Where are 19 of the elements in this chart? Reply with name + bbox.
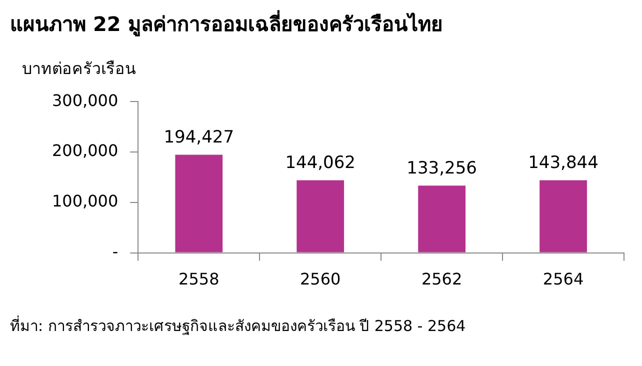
bar xyxy=(540,180,587,252)
y-axis-title: บาทต่อครัวเรือน xyxy=(22,58,136,80)
y-tick-label: 100,000 xyxy=(52,192,118,211)
text: ที่มา: การสำรวจภาวะเศรษฐกิจและสังคมของครัวเรือน ปี 2558 - 2564 xyxy=(10,314,466,337)
data-label: 144,062 xyxy=(285,153,356,174)
bar xyxy=(296,180,344,252)
data-label: 194,427 xyxy=(164,128,234,148)
x-tick-label: 2560 xyxy=(300,270,341,289)
data-label: 143,844 xyxy=(528,153,598,174)
x-tick-label: 2562 xyxy=(421,270,462,289)
x-tick-label: 2564 xyxy=(542,270,584,289)
y-tick-label: 200,000 xyxy=(52,141,118,160)
x-tick-label: 2558 xyxy=(178,270,220,289)
y-tick-label: 300,000 xyxy=(52,90,118,110)
bar xyxy=(418,186,466,252)
data-label: 133,256 xyxy=(406,158,477,179)
y-tick-label: - xyxy=(112,242,118,261)
chart-title: แผนภาพ 22 มูลค่าการออมเฉลี่ยของครัวเรือนไทย xyxy=(10,9,443,38)
bar xyxy=(175,154,223,252)
